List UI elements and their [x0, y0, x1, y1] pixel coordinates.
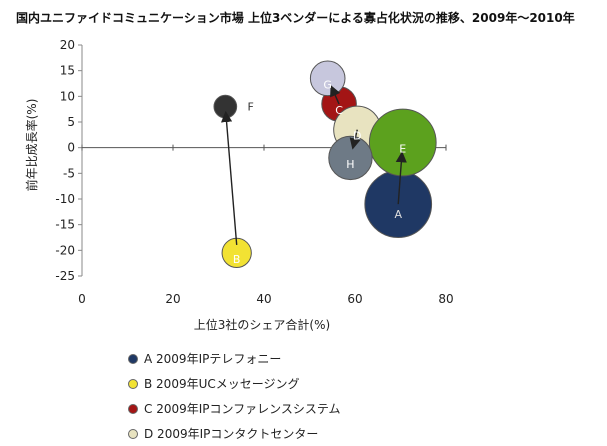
- bubble-label-h: H: [346, 158, 354, 171]
- y-tick-label: -25: [55, 269, 75, 283]
- legend-item: D 2009年IPコンタクトセンター: [128, 421, 341, 446]
- y-tick-label: -10: [55, 192, 75, 206]
- y-tick-label: -15: [55, 218, 75, 232]
- bubble-label-f: F: [247, 101, 253, 114]
- y-tick-label: 10: [60, 89, 75, 103]
- legend-item: A 2009年IPテレフォニー: [128, 346, 341, 371]
- y-tick-label: -5: [63, 166, 75, 180]
- legend-text: D 2009年IPコンタクトセンター: [144, 427, 319, 441]
- legend-marker: [128, 428, 138, 439]
- x-tick-label: 60: [347, 292, 362, 306]
- y-axis-label: 前年比成長率(%): [24, 99, 39, 192]
- y-tick-label: 5: [67, 115, 75, 129]
- legend-text: B 2009年UCメッセージング: [144, 377, 300, 391]
- bubble-h: [328, 135, 373, 181]
- legend-marker: [128, 353, 138, 364]
- y-tick-label: 0: [67, 141, 75, 155]
- legend-marker: [128, 403, 138, 414]
- x-tick-label: 20: [165, 292, 180, 306]
- bubble-label-a: A: [394, 208, 402, 221]
- legend-text: C 2009年IPコンファレンスシステム: [144, 402, 341, 416]
- x-axis-label: 上位3社のシェア合計(%): [194, 317, 330, 332]
- bubble-label-e: E: [399, 143, 406, 156]
- bubble-label-g: G: [323, 78, 332, 91]
- chart-figure: 国内ユニファイドコミュニケーション市場 上位3ベンダーによる寡占化状況の推移、2…: [16, 11, 575, 441]
- arrow-d-to-h: [349, 129, 361, 150]
- legend-marker: [128, 378, 138, 389]
- arrow-a-to-e: [395, 151, 407, 205]
- y-tick-label: 15: [60, 64, 75, 78]
- bubble-e: [368, 108, 437, 177]
- y-tick-label: -20: [55, 243, 75, 257]
- legend-item: C 2009年IPコンファレンスシステム: [128, 396, 341, 421]
- legend-text: A 2009年IPテレフォニー: [144, 352, 282, 366]
- y-tick-label: 20: [60, 38, 75, 52]
- chart-legend: A 2009年IPテレフォニー B 2009年UCメッセージング C 2009年IP…: [128, 346, 341, 446]
- bubble-label-c: C: [335, 104, 343, 117]
- bubble-label-b: B: [233, 253, 241, 266]
- arrow-c-to-g: [330, 84, 341, 105]
- arrow-b-to-f: [220, 110, 238, 245]
- chart-title: 国内ユニファイドコミュニケーション市場 上位3ベンダーによる寡占化状況の推移、2…: [16, 11, 575, 25]
- legend-item: B 2009年UCメッセージング: [128, 371, 341, 396]
- bubble-label-d: D: [353, 130, 361, 143]
- x-tick-label: 40: [256, 292, 271, 306]
- x-tick-label: 80: [438, 292, 453, 306]
- x-tick-label: 0: [78, 292, 86, 306]
